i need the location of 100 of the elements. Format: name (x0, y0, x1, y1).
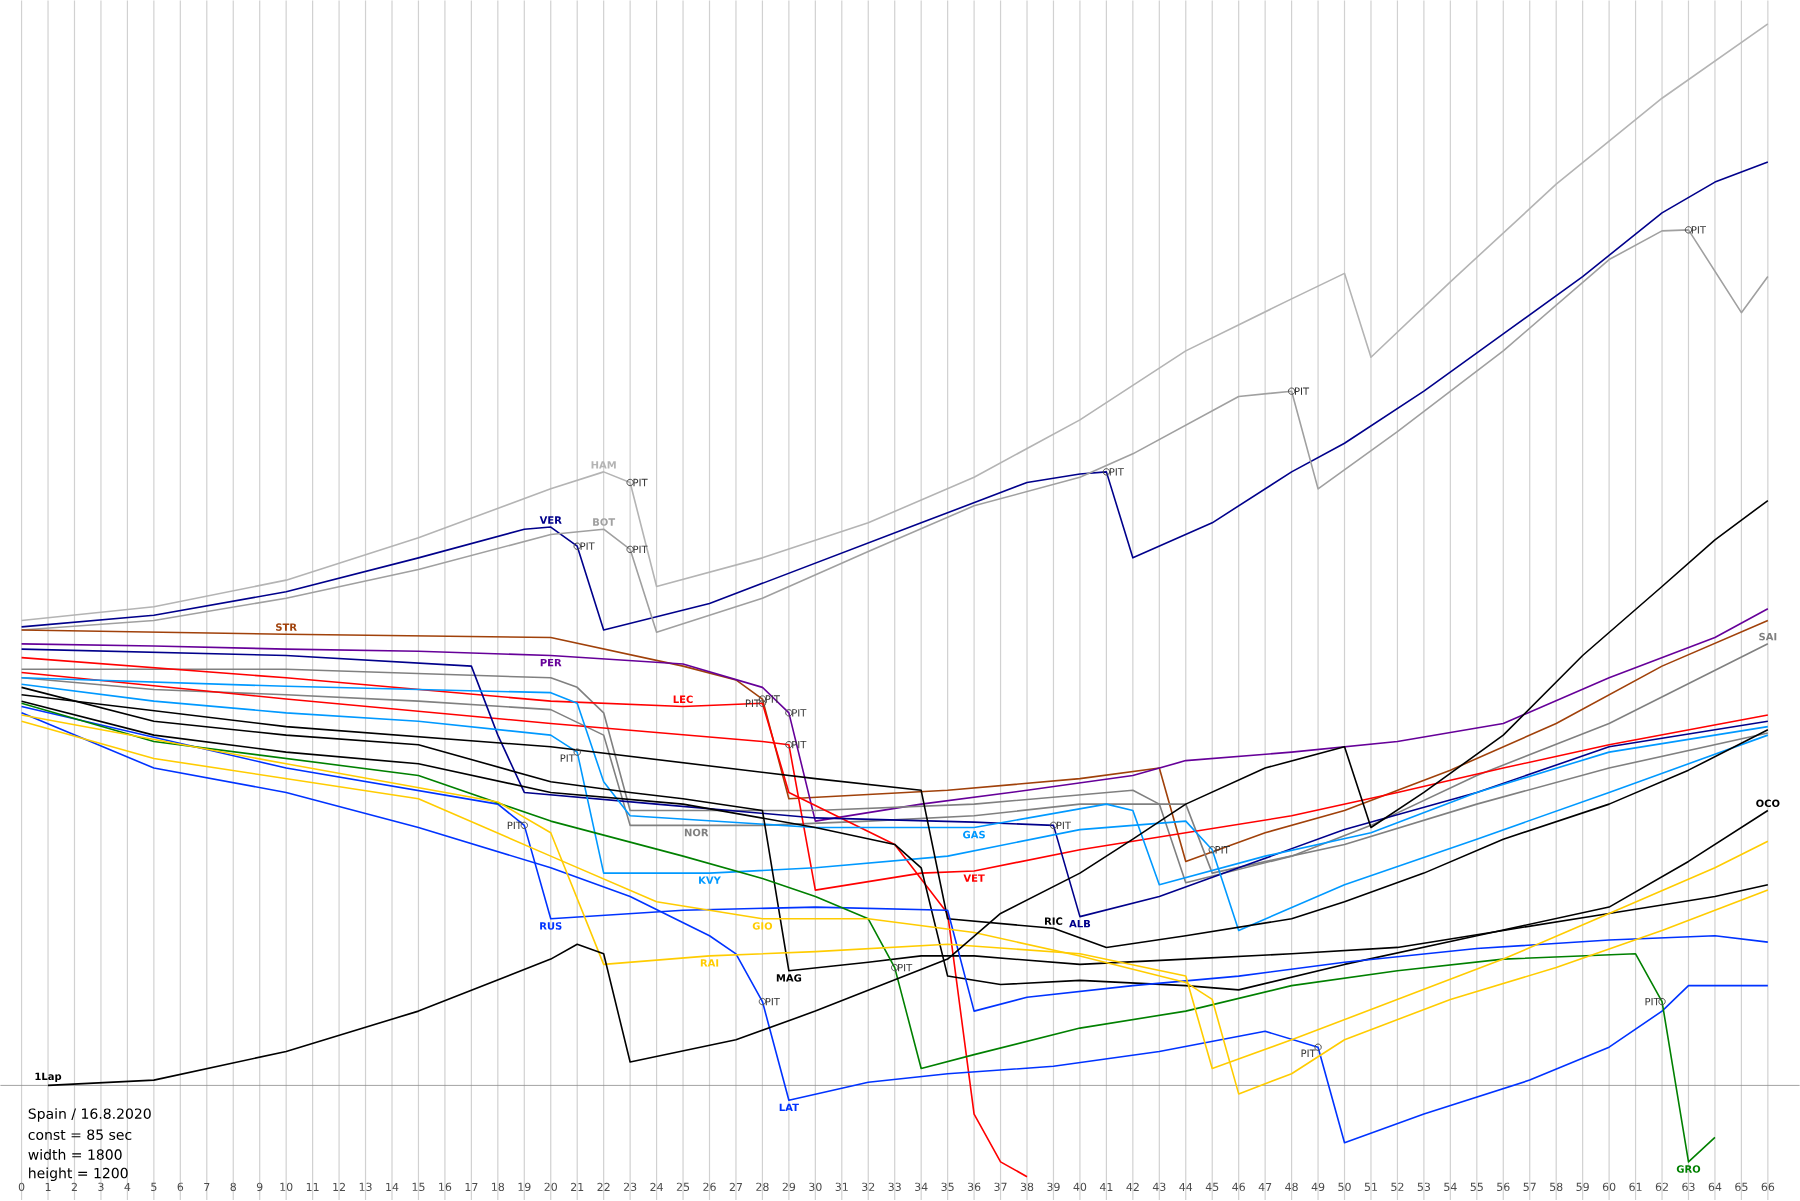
x-tick-label: 51 (1364, 1182, 1377, 1192)
series-label: VET (963, 874, 985, 882)
x-tick-label: 25 (676, 1182, 690, 1192)
annotation: const = 85 sec (28, 1129, 132, 1141)
x-tick-label: 65 (1735, 1182, 1748, 1192)
x-tick-label: 27 (729, 1182, 743, 1192)
x-tick-label: 61 (1629, 1182, 1642, 1192)
series-label: MAG (776, 974, 802, 982)
x-tick-label: 59 (1576, 1182, 1589, 1192)
x-tick-label: 22 (597, 1182, 610, 1192)
x-tick-label: 41 (1099, 1183, 1113, 1192)
annotation: PIT (633, 545, 648, 554)
x-tick-label: 30 (809, 1182, 822, 1192)
series-label: OCO (1756, 799, 1780, 808)
x-tick-label: 53 (1417, 1182, 1431, 1192)
series-label: LAT (779, 1103, 799, 1112)
annotation: PIT (633, 479, 648, 487)
series-label: LEC (673, 695, 693, 704)
series-label: PER (540, 659, 562, 667)
x-tick-label: 33 (888, 1182, 901, 1192)
x-tick-label: 54 (1444, 1182, 1457, 1192)
annotation: PIT (1294, 387, 1310, 396)
series-label: VER (539, 516, 562, 524)
x-tick-label: 38 (1020, 1182, 1034, 1192)
x-tick-label: 45 (1205, 1182, 1219, 1192)
x-tick-label: 2 (71, 1182, 77, 1192)
x-tick-label: 56 (1497, 1182, 1510, 1192)
annotation: PIT (507, 821, 522, 830)
x-tick-label: 40 (1073, 1182, 1087, 1192)
x-tick-label: 9 (256, 1182, 263, 1192)
x-tick-label: 31 (835, 1182, 848, 1192)
annotation: PIT (1645, 998, 1660, 1006)
x-tick-label: 4 (124, 1183, 131, 1192)
x-tick-label: 15 (412, 1182, 425, 1192)
series-label: RIC (1045, 917, 1063, 926)
x-tick-label: 63 (1682, 1182, 1695, 1192)
x-tick-label: 34 (915, 1182, 928, 1192)
x-tick-label: 29 (782, 1182, 796, 1192)
x-tick-label: 55 (1470, 1182, 1483, 1192)
annotation: PIT (1056, 821, 1071, 830)
x-tick-label: 48 (1285, 1182, 1298, 1192)
x-tick-label: 8 (230, 1182, 236, 1192)
x-tick-label: 57 (1523, 1182, 1536, 1192)
x-tick-label: 6 (177, 1182, 184, 1192)
x-tick-label: 21 (571, 1182, 584, 1192)
x-tick-label: 10 (280, 1182, 293, 1192)
series-label: GRO (1676, 1165, 1701, 1173)
series-label: ALB (1069, 920, 1091, 928)
x-tick-label: 62 (1655, 1182, 1668, 1192)
x-tick-label: 19 (518, 1182, 531, 1192)
x-tick-label: 7 (204, 1183, 210, 1192)
annotation: PIT (1301, 1049, 1316, 1058)
x-tick-label: 44 (1179, 1183, 1193, 1192)
series-label: BOT (593, 518, 616, 526)
annotation: width = 1800 (28, 1149, 122, 1161)
x-tick-label: 13 (359, 1182, 372, 1192)
annotation: PIT (1109, 468, 1124, 476)
x-tick-label: 42 (1126, 1182, 1139, 1192)
x-tick-label: 12 (333, 1182, 345, 1192)
x-tick-label: 14 (386, 1183, 399, 1192)
x-tick-label: 35 (941, 1182, 954, 1192)
x-tick-label: 47 (1258, 1183, 1272, 1192)
x-tick-label: 26 (703, 1182, 716, 1192)
x-tick-label: 23 (623, 1182, 637, 1192)
series-label: KVY (699, 876, 721, 884)
annotation: PIT (792, 709, 807, 717)
series-label: STR (276, 623, 297, 632)
x-tick-label: 16 (439, 1182, 452, 1192)
series-label: HAM (591, 461, 616, 469)
x-tick-label: 43 (1152, 1182, 1166, 1192)
x-tick-label: 18 (492, 1182, 505, 1192)
series-label: RUS (540, 922, 562, 930)
series-label: NOR (684, 828, 709, 837)
x-tick-label: 64 (1708, 1182, 1722, 1192)
annotation: PIT (898, 964, 913, 972)
annotation: PIT (560, 754, 575, 762)
x-tick-label: 36 (967, 1182, 981, 1192)
x-tick-label: 49 (1311, 1182, 1325, 1192)
series-label: GIO (752, 922, 773, 930)
x-tick-label: 20 (544, 1182, 558, 1192)
x-tick-label: 39 (1047, 1182, 1060, 1192)
series-label: SAI (1759, 633, 1777, 641)
annotation: height = 1200 (29, 1167, 128, 1182)
x-tick-label: 17 (465, 1183, 478, 1192)
x-tick-label: 1 (45, 1183, 51, 1192)
x-tick-label: 32 (862, 1182, 875, 1192)
annotation: PIT (580, 542, 595, 550)
x-tick-label: 0 (18, 1182, 25, 1192)
x-tick-label: 3 (98, 1182, 104, 1192)
annotation: PIT (765, 998, 780, 1006)
x-tick-label: 58 (1550, 1182, 1563, 1192)
series-label: 1Lap (35, 1072, 62, 1083)
x-tick-label: 37 (994, 1182, 1007, 1192)
x-tick-label: 5 (151, 1182, 157, 1192)
x-tick-label: 11 (306, 1183, 319, 1192)
x-tick-label: 46 (1232, 1182, 1245, 1192)
annotation: Spain / 16.8.2020 (28, 1108, 151, 1122)
x-tick-label: 50 (1338, 1182, 1351, 1192)
series-label: GAS (963, 831, 985, 839)
x-tick-label: 66 (1761, 1182, 1775, 1192)
